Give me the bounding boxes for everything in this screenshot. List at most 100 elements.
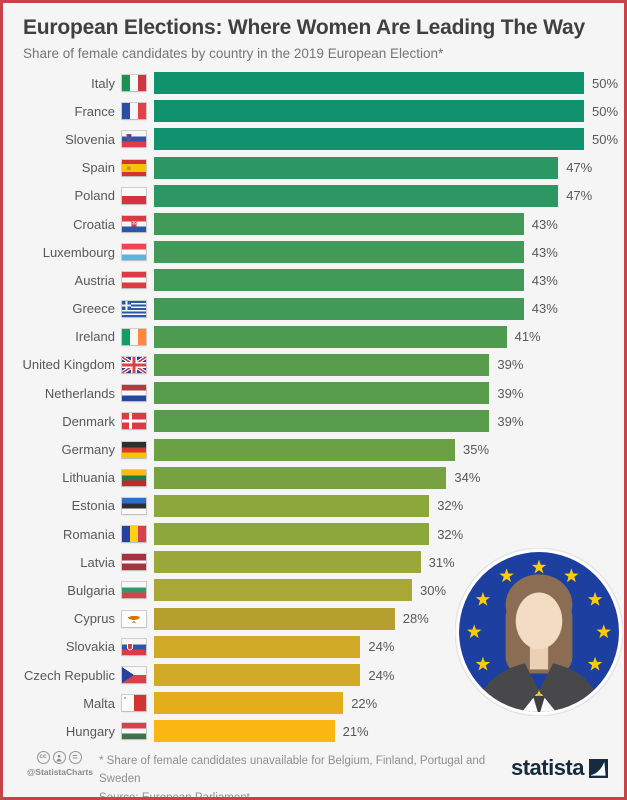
chart-row: Hungary 21% xyxy=(3,717,624,745)
cc-license-icons: cc = xyxy=(27,751,91,764)
country-label: Croatia xyxy=(73,216,115,232)
value-label: 39% xyxy=(497,385,524,401)
value-label: 43% xyxy=(531,244,558,260)
value-label: 43% xyxy=(531,216,558,232)
chart-row: Bulgaria 30% xyxy=(3,576,624,604)
no-derivatives-icon: = xyxy=(68,751,82,764)
country-label: Denmark xyxy=(62,413,115,429)
value-bar xyxy=(154,353,490,376)
value-label: 47% xyxy=(566,160,593,176)
value-label: 22% xyxy=(351,695,378,711)
value-bar xyxy=(154,466,447,489)
value-label: 34% xyxy=(454,470,481,486)
value-label: 43% xyxy=(531,272,558,288)
chart-row: United Kingdom 39% xyxy=(3,351,624,379)
value-label: 47% xyxy=(566,188,593,204)
country-label: Slovenia xyxy=(65,131,115,147)
notes-block: * Share of female candidates unavailable… xyxy=(99,751,511,797)
value-bar xyxy=(154,156,559,179)
value-label: 21% xyxy=(342,723,369,739)
value-label: 39% xyxy=(497,357,524,373)
lv-flag-icon xyxy=(122,554,146,571)
country-label: Latvia xyxy=(80,554,115,570)
value-bar xyxy=(154,551,421,574)
chart-row: Austria 43% xyxy=(3,266,624,294)
chart-subtitle: Share of female candidates by country in… xyxy=(23,46,444,61)
country-label: Hungary xyxy=(65,723,115,739)
value-bar xyxy=(154,297,524,320)
mt-flag-icon xyxy=(122,695,146,712)
value-bar xyxy=(154,269,524,292)
chart-row: Croatia 43% xyxy=(3,210,624,238)
chart-row: Netherlands 39% xyxy=(3,379,624,407)
country-label: Malta xyxy=(83,695,115,711)
gb-flag-icon xyxy=(122,356,146,373)
chart-row: Germany 35% xyxy=(3,435,624,463)
value-bar xyxy=(154,213,524,236)
country-label: France xyxy=(74,103,115,119)
value-label: 24% xyxy=(368,667,395,683)
country-label: Netherlands xyxy=(44,385,115,401)
value-bar xyxy=(154,72,584,95)
cy-flag-icon xyxy=(122,610,146,627)
pl-flag-icon xyxy=(122,187,146,204)
value-bar xyxy=(154,438,455,461)
sk-flag-icon xyxy=(122,638,146,655)
dk-flag-icon xyxy=(122,413,146,430)
cc-icon: cc xyxy=(36,751,50,764)
value-label: 30% xyxy=(420,582,447,598)
woman-eu-avatar-icon xyxy=(455,548,623,716)
chart-row: Czech Republic 24% xyxy=(3,661,624,689)
ro-flag-icon xyxy=(122,526,146,543)
country-label: Italy xyxy=(91,75,115,91)
value-bar xyxy=(154,100,584,123)
value-label: 35% xyxy=(463,442,490,458)
value-label: 50% xyxy=(592,103,619,119)
value-bar xyxy=(154,128,584,151)
hu-flag-icon xyxy=(122,723,146,740)
value-label: 39% xyxy=(497,413,524,429)
value-label: 50% xyxy=(592,75,619,91)
country-label: Czech Republic xyxy=(23,667,115,683)
value-label: 50% xyxy=(592,131,619,147)
country-label: Greece xyxy=(72,301,115,317)
chart-row: Malta 22% xyxy=(3,689,624,717)
value-bar xyxy=(154,720,335,743)
nl-flag-icon xyxy=(122,385,146,402)
chart-row: Luxembourg 43% xyxy=(3,238,624,266)
statista-logo: statista xyxy=(511,755,608,781)
country-label: Lithuania xyxy=(62,470,115,486)
lt-flag-icon xyxy=(122,469,146,486)
value-label: 32% xyxy=(437,526,464,542)
fr-flag-icon xyxy=(122,103,146,120)
ie-flag-icon xyxy=(122,328,146,345)
country-label: Slovakia xyxy=(65,639,115,655)
de-flag-icon xyxy=(122,441,146,458)
chart-row: Lithuania 34% xyxy=(3,464,624,492)
country-label: Spain xyxy=(81,160,115,176)
value-bar xyxy=(154,241,524,264)
chart-row: Spain 47% xyxy=(3,154,624,182)
country-label: Bulgaria xyxy=(67,582,115,598)
value-bar xyxy=(154,635,361,658)
bar-chart: Italy 50% France 50% Slovenia 50% Spain 47% Pola… xyxy=(3,69,624,746)
es-flag-icon xyxy=(122,159,146,176)
value-label: 28% xyxy=(402,611,429,627)
chart-row: Poland 47% xyxy=(3,182,624,210)
country-label: Austria xyxy=(74,272,115,288)
value-bar xyxy=(154,325,507,348)
chart-row: Estonia 32% xyxy=(3,492,624,520)
value-bar xyxy=(154,184,559,207)
country-label: Cyprus xyxy=(73,611,115,627)
footnote: * Share of female candidates unavailable… xyxy=(99,755,486,786)
value-bar xyxy=(154,692,344,715)
country-label: Poland xyxy=(74,188,115,204)
gr-flag-icon xyxy=(122,300,146,317)
ee-flag-icon xyxy=(122,497,146,514)
value-bar xyxy=(154,382,490,405)
footer: cc = @StatistaCharts * Share of female c… xyxy=(3,751,624,797)
value-bar xyxy=(154,664,361,687)
value-bar xyxy=(154,410,490,433)
chart-row: Cyprus 28% xyxy=(3,605,624,633)
